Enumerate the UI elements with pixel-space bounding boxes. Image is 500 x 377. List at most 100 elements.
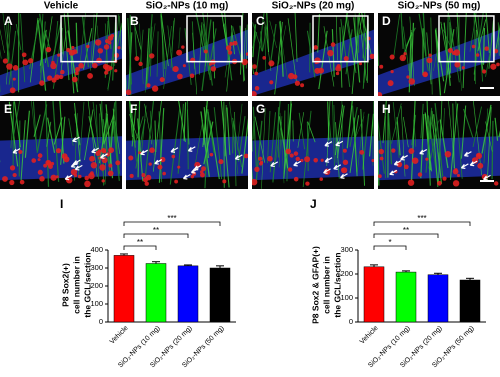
cell [254,85,260,91]
fiber [203,101,208,145]
cell [126,89,132,96]
fiber [409,16,415,86]
arrow [234,154,243,161]
fiber [477,16,484,82]
arrow [469,160,478,167]
arrow [182,173,191,180]
cell [451,51,456,55]
fiber [112,121,120,181]
cell [128,155,134,161]
cell [2,58,9,64]
fiber [362,13,366,59]
panel-label: A [4,14,13,28]
fiber [351,13,360,94]
fiber [302,110,312,187]
cell [89,155,95,162]
fiber [145,28,150,89]
cell [74,71,79,76]
cell [320,158,324,162]
cell [71,76,78,83]
cell [104,70,109,75]
cell [43,163,48,168]
cell [12,65,19,71]
cell [46,75,53,81]
cell [318,67,325,74]
cell [90,162,98,169]
arrow [70,162,79,168]
cell [262,55,267,60]
cell [160,156,166,163]
cell [313,45,319,50]
cell [378,174,382,179]
arrow [400,154,408,161]
fiber [337,105,345,159]
fiber [119,15,122,50]
cell [75,66,80,72]
cell [144,181,149,186]
cell [151,85,159,92]
y-tick-label: 300 [90,263,103,272]
fiber [269,112,276,173]
fiber [75,22,78,54]
fiber [298,112,306,150]
cell [61,153,68,160]
fiber [353,116,365,142]
cell [447,47,454,54]
cell [341,167,345,172]
cell [50,62,57,70]
fiber [335,122,340,179]
cell [379,64,384,69]
fiber [472,106,482,148]
fiber [20,120,26,181]
micrograph [378,101,500,189]
cell [407,179,415,186]
cell [138,61,143,67]
cell [371,158,374,163]
fiber [160,14,166,70]
fiber [346,101,353,149]
fiber [47,117,56,154]
fiber [439,119,449,169]
y-tick-label: 0 [99,317,103,326]
fiber [402,116,409,148]
arrow [460,163,469,169]
cell [157,164,163,170]
fiber [393,14,401,58]
cell [222,179,227,184]
column-header: Vehicle [44,1,79,12]
arrow [72,136,80,143]
cell [107,35,114,41]
cell [66,47,71,53]
fiber [126,75,128,96]
bar [427,274,449,323]
fiber [368,113,374,157]
cell [72,49,78,55]
fiber [81,15,90,68]
cell [408,78,415,85]
y-axis-label: cell number in [321,256,331,314]
fiber [491,120,494,180]
y-axis-label: the GCL/section [82,252,92,317]
arrow [389,169,398,176]
fiber [135,119,146,169]
fiber [422,13,427,57]
cell [51,60,55,65]
fiber [266,13,270,53]
cell [105,152,111,157]
fiber [494,117,499,141]
cell [300,158,304,163]
cell [254,166,260,172]
cell [37,158,41,162]
fiber [134,27,138,61]
fiber [232,117,243,168]
fiber [140,105,147,162]
cell [54,74,60,80]
cell [490,63,497,70]
fiber [12,101,21,139]
inset-box [60,15,117,63]
inset-box [438,15,495,63]
bar [177,265,199,323]
fiber [428,120,439,169]
fiber [13,101,21,148]
